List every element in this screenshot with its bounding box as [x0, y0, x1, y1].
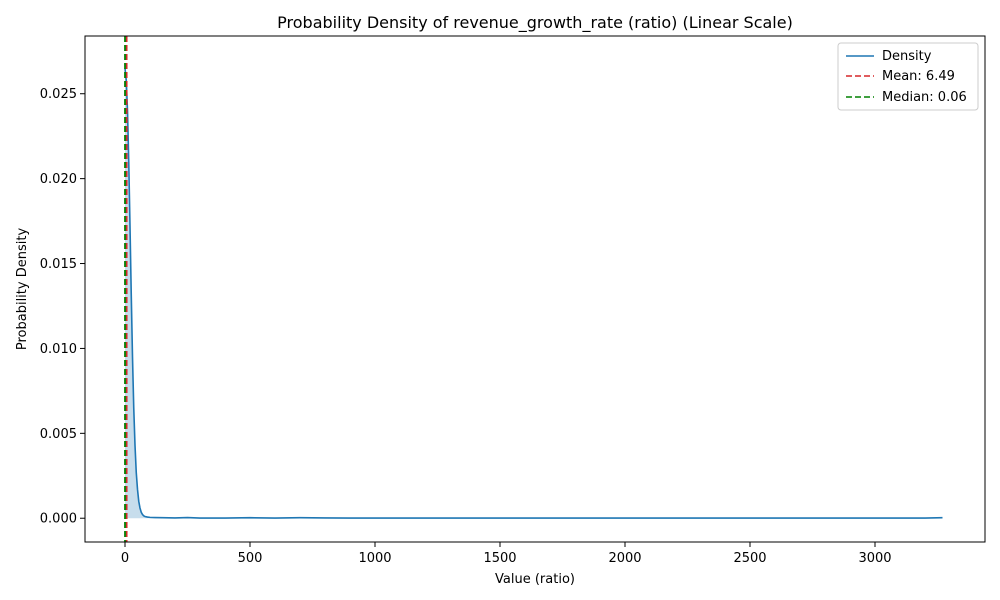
x-tick-label: 3000 [858, 551, 891, 566]
plot-area [124, 36, 943, 542]
axes-frame [84, 35, 986, 543]
y-axis: 0.000 0.005 0.010 0.015 0.020 0.025 [40, 87, 85, 527]
x-tick-label: 500 [238, 551, 263, 566]
density-line [124, 68, 943, 519]
legend: Density Mean: 6.49 Median: 0.06 [837, 42, 979, 111]
y-axis-label: Probability Density [15, 228, 30, 351]
y-tick-label: 0.015 [40, 257, 77, 272]
x-tick-label: 2000 [608, 551, 641, 566]
x-axis: 0 500 1000 1500 2000 2500 3000 [121, 542, 892, 566]
y-tick-label: 0.000 [40, 512, 77, 527]
y-tick-label: 0.025 [40, 87, 77, 102]
x-tick-label: 1500 [483, 551, 516, 566]
chart-title: Probability Density of revenue_growth_ra… [277, 13, 793, 33]
x-tick-label: 0 [121, 551, 129, 566]
y-tick-label: 0.010 [40, 342, 77, 357]
legend-mean-label: Mean: 6.49 [882, 69, 955, 84]
legend-box [837, 42, 979, 111]
x-axis-label: Value (ratio) [495, 572, 575, 587]
legend-median-label: Median: 0.06 [882, 90, 967, 105]
y-tick-label: 0.020 [40, 172, 77, 187]
x-tick-label: 1000 [358, 551, 391, 566]
x-tick-label: 2500 [733, 551, 766, 566]
y-tick-label: 0.005 [40, 427, 77, 442]
legend-density-label: Density [882, 49, 932, 64]
